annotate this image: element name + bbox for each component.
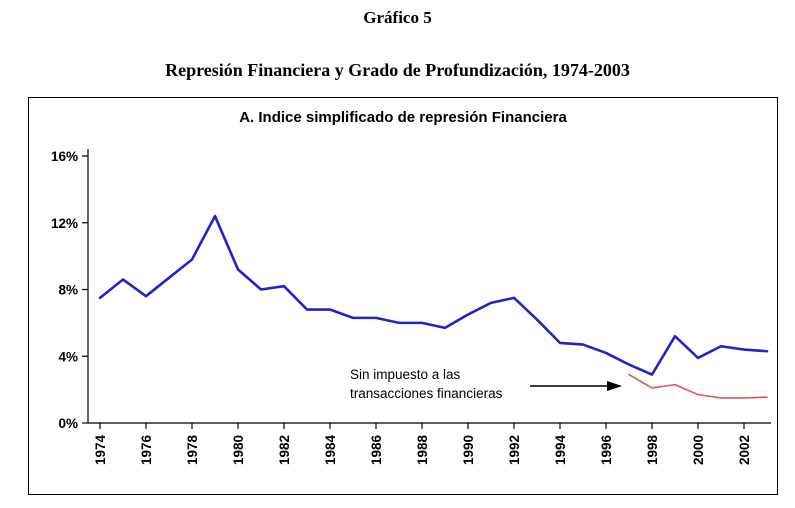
annotation-line-2: transacciones financieras — [350, 386, 503, 401]
x-tick-label: 1990 — [461, 435, 476, 465]
x-tick-label: 1976 — [139, 435, 154, 466]
figure-number-title: Gráfico 5 — [363, 8, 432, 27]
blue-line — [98, 214, 769, 376]
x-tick-label: 1994 — [553, 435, 568, 466]
red-line — [628, 373, 768, 399]
x-tick-label: 1982 — [277, 435, 292, 465]
x-tick-label: 1996 — [599, 435, 614, 466]
x-tick-label: 1988 — [415, 435, 430, 466]
y-tick-label: 16% — [51, 149, 78, 164]
x-tick-label: 2002 — [737, 435, 752, 465]
x-tick-label: 1984 — [323, 435, 338, 466]
figure-main-title: Represión Financiera y Grado de Profundi… — [165, 60, 630, 80]
annotation-arrow-head — [607, 381, 622, 391]
plot-area: 0% 4% 8% 12% 16% 1974 1976 1978 1980 1982 1984 1986… — [30, 133, 776, 494]
chart-panel: A. Indice simplificado de represión Fina… — [28, 97, 778, 495]
x-tick-label: 1974 — [93, 435, 108, 466]
y-tick-label: 4% — [58, 349, 78, 364]
y-tick-label: 8% — [58, 283, 78, 298]
x-tick-label: 1980 — [231, 435, 246, 465]
chart-title: A. Indice simplificado de represión Fina… — [239, 109, 567, 126]
x-tick-label: 1998 — [645, 435, 660, 466]
line-chart: 0% 4% 8% 12% 16% 1974 1976 1978 1980 1982 1984 1986… — [51, 149, 771, 466]
y-tick-label: 12% — [51, 216, 78, 231]
x-tick-label: 2000 — [691, 435, 706, 465]
y-tick-label: 0% — [58, 416, 78, 431]
x-tick-label: 1992 — [507, 435, 522, 465]
x-tick-label: 1986 — [369, 435, 384, 466]
annotation-line-1: Sin impuesto a las — [350, 367, 461, 382]
x-tick-label: 1978 — [185, 435, 200, 466]
